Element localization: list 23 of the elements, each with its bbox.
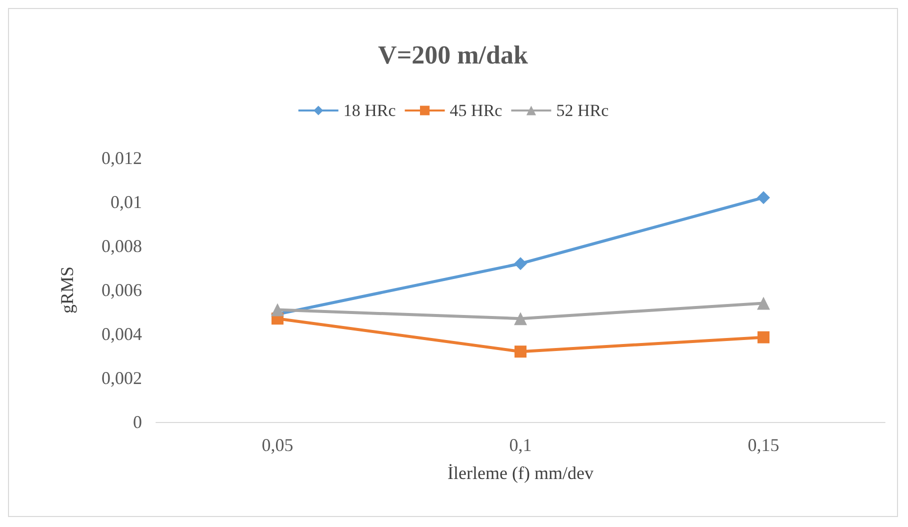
y-tick-label: 0,006 — [102, 280, 142, 300]
point — [757, 191, 770, 204]
x-tick-label: 0,05 — [262, 435, 294, 455]
x-tick-label: 0,1 — [509, 435, 532, 455]
legend-label: 52 HRc — [556, 101, 610, 120]
point — [514, 346, 526, 358]
point — [514, 312, 527, 326]
point — [757, 296, 770, 310]
point — [271, 303, 284, 316]
y-axis-title: gRMS — [57, 266, 77, 314]
y-tick-label: 0,012 — [102, 148, 142, 168]
y-tick-label: 0,004 — [102, 324, 142, 344]
y-tick-label: 0,008 — [102, 236, 142, 256]
chart-title: V=200 m/dak — [378, 40, 528, 70]
y-tick-label: 0 — [133, 412, 142, 432]
point — [758, 331, 770, 344]
legend-label: 45 HRc — [450, 101, 503, 120]
x-tick-label: 0,15 — [748, 435, 780, 455]
point — [514, 257, 527, 270]
y-tick-label: 0,002 — [102, 368, 142, 388]
legend-label: 18 HRc — [343, 101, 396, 120]
y-tick-label: 0,01 — [110, 192, 142, 212]
x-axis-title: İlerleme (f) mm/dev — [448, 463, 594, 483]
